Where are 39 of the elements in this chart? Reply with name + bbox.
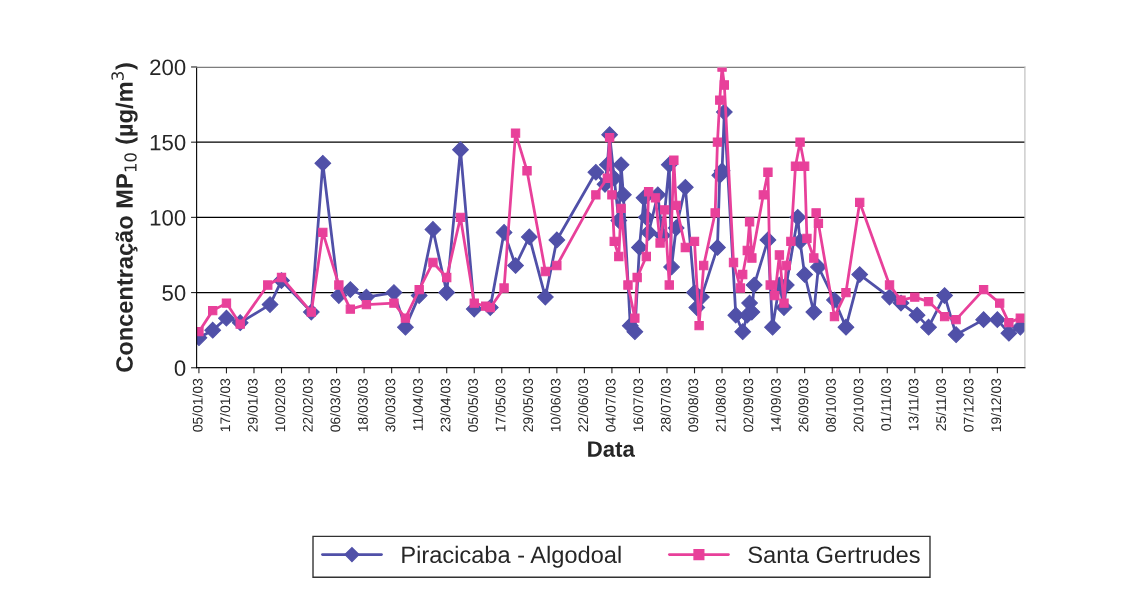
legend-label: Santa Gertrudes [748, 545, 920, 564]
x-tick-label: 04/07/03 [605, 378, 616, 432]
legend-label: Piracicaba - Algodoal [402, 545, 621, 568]
x-tick-label: 01/11/03 [880, 378, 891, 431]
x-tick-label: 16/07/03 [632, 378, 644, 432]
x-tick-label: 10/06/03 [550, 378, 561, 432]
x-tick-label: 09/08/03 [688, 378, 699, 432]
y-tick-label: 0 [174, 360, 186, 377]
x-tick-label: 19/12/03 [990, 378, 1002, 432]
x-tick-label: 18/03/03 [357, 378, 368, 432]
x-tick-label: 11/04/03 [412, 378, 423, 431]
y-tick-label: 150 [150, 134, 186, 151]
x-tick-label: 22/02/03 [302, 378, 313, 432]
x-tick-label: 30/03/03 [385, 378, 396, 432]
y-tick-label: 200 [150, 59, 186, 76]
x-tick-label: 06/03/03 [330, 378, 341, 432]
x-tick-label: 05/05/03 [467, 378, 478, 432]
x-tick-label: 23/04/03 [440, 378, 451, 432]
x-tick-label: 25/11/03 [935, 378, 947, 431]
x-tick-label: 07/12/03 [963, 378, 974, 432]
x-axis-title: Data [588, 441, 635, 457]
x-tick-label: 20/10/03 [853, 378, 864, 432]
x-tick-label: 13/11/03 [908, 378, 919, 431]
x-tick-label: 17/05/03 [495, 378, 506, 432]
x-tick-label: 29/05/03 [522, 378, 534, 432]
y-tick-label: 50 [162, 285, 186, 301]
x-tick-label: 17/01/03 [219, 378, 231, 432]
x-tick-label: 08/10/03 [825, 378, 836, 432]
x-tick-label: 14/09/03 [770, 378, 781, 432]
x-tick-label: 29/01/03 [247, 378, 258, 432]
x-tick-label: 21/08/03 [715, 378, 726, 432]
x-tick-label: 22/06/03 [577, 378, 589, 432]
x-tick-label: 26/09/03 [798, 378, 809, 432]
y-axis-title: Concentração MP$_{10}$ (µg/m$^{3}$) [111, 63, 138, 372]
x-tick-label: 02/09/03 [743, 378, 754, 432]
y-tick-label: 100 [150, 209, 186, 226]
x-tick-label: 28/07/03 [660, 378, 671, 432]
x-tick-label: 10/02/03 [275, 378, 286, 432]
x-tick-label: 05/01/03 [192, 378, 203, 432]
